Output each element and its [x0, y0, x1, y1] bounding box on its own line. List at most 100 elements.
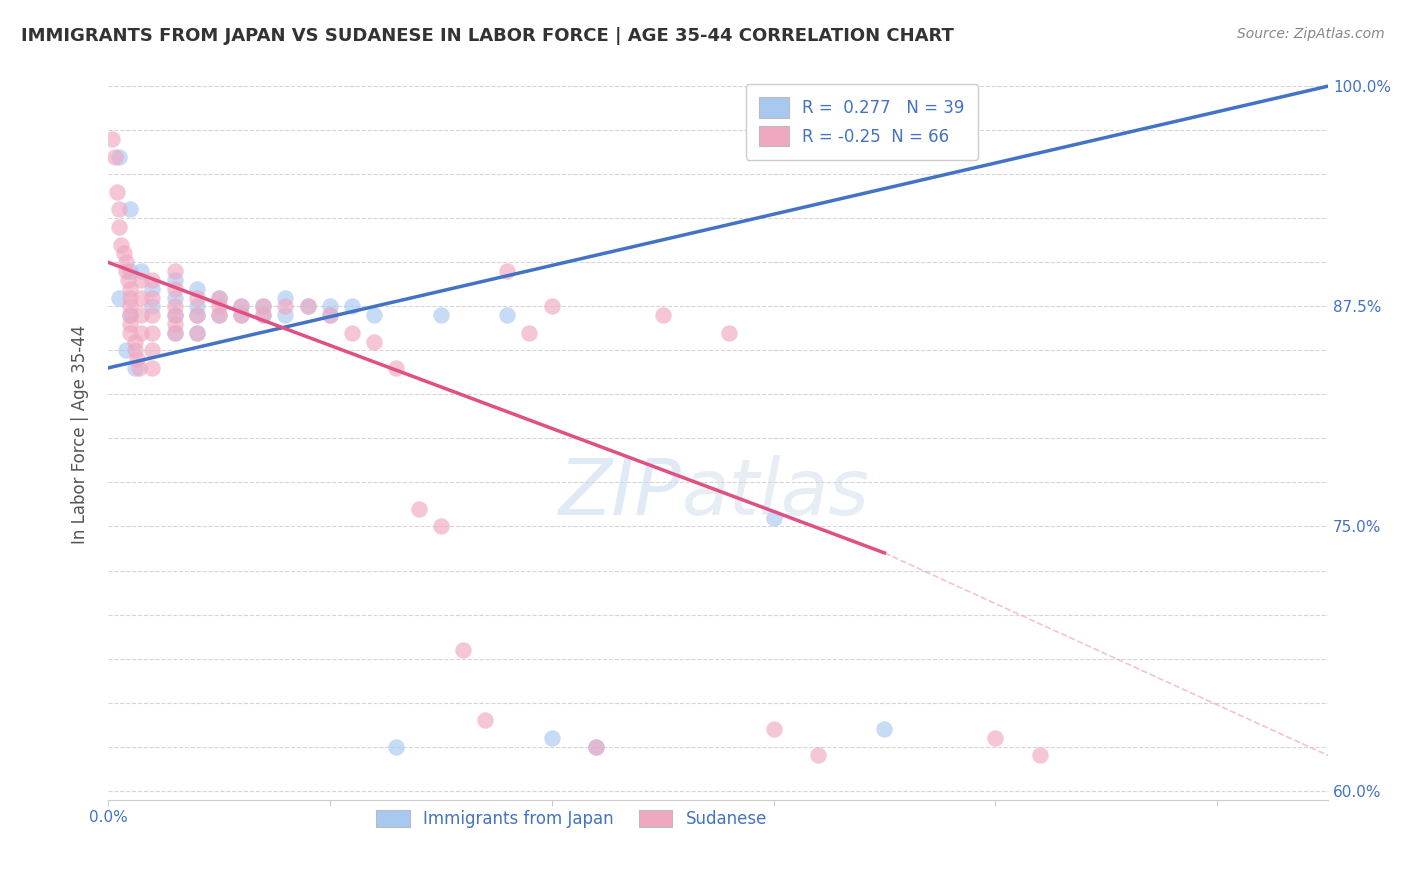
Point	[274, 299, 297, 313]
Point	[141, 291, 163, 305]
Point	[120, 308, 142, 322]
Point	[141, 361, 163, 376]
Point	[429, 308, 451, 322]
Point	[120, 291, 142, 305]
Point	[208, 299, 231, 313]
Point	[519, 326, 541, 340]
Point	[718, 326, 741, 340]
Y-axis label: In Labor Force | Age 35-44: In Labor Force | Age 35-44	[72, 325, 89, 543]
Point	[319, 308, 342, 322]
Point	[120, 282, 142, 296]
Point	[229, 299, 252, 313]
Point	[120, 264, 142, 278]
Point	[274, 308, 297, 322]
Point	[108, 150, 131, 164]
Point	[297, 299, 319, 313]
Point	[101, 132, 124, 146]
Point	[297, 299, 319, 313]
Point	[124, 343, 146, 358]
Point	[229, 308, 252, 322]
Point	[496, 264, 519, 278]
Point	[1029, 748, 1052, 763]
Point	[540, 731, 562, 745]
Point	[128, 361, 150, 376]
Point	[114, 255, 136, 269]
Point	[163, 317, 186, 331]
Point	[540, 299, 562, 313]
Point	[208, 308, 231, 322]
Point	[104, 150, 127, 164]
Point	[141, 343, 163, 358]
Point	[274, 291, 297, 305]
Point	[186, 282, 208, 296]
Point	[114, 343, 136, 358]
Text: Source: ZipAtlas.com: Source: ZipAtlas.com	[1237, 27, 1385, 41]
Point	[120, 202, 142, 217]
Point	[163, 326, 186, 340]
Text: atlas: atlas	[682, 455, 869, 531]
Point	[319, 299, 342, 313]
Point	[340, 299, 363, 313]
Point	[474, 713, 496, 727]
Point	[496, 308, 519, 322]
Point	[108, 291, 131, 305]
Point	[141, 299, 163, 313]
Point	[163, 282, 186, 296]
Point	[651, 308, 673, 322]
Point	[252, 308, 274, 322]
Point	[163, 326, 186, 340]
Point	[252, 308, 274, 322]
Point	[1161, 880, 1184, 892]
Point	[141, 326, 163, 340]
Point	[585, 739, 607, 754]
Point	[163, 264, 186, 278]
Point	[807, 748, 830, 763]
Point	[229, 308, 252, 322]
Point	[186, 308, 208, 322]
Point	[252, 299, 274, 313]
Point	[186, 308, 208, 322]
Point	[385, 361, 408, 376]
Point	[105, 185, 128, 199]
Point	[208, 291, 231, 305]
Point	[229, 299, 252, 313]
Point	[141, 273, 163, 287]
Point	[163, 273, 186, 287]
Point	[163, 291, 186, 305]
Point	[451, 642, 474, 657]
Point	[873, 722, 896, 736]
Point	[186, 299, 208, 313]
Point	[186, 326, 208, 340]
Point	[112, 246, 135, 260]
Point	[186, 326, 208, 340]
Point	[408, 501, 430, 516]
Point	[163, 308, 186, 322]
Legend: Immigrants from Japan, Sudanese: Immigrants from Japan, Sudanese	[370, 804, 773, 835]
Point	[129, 326, 152, 340]
Point	[252, 299, 274, 313]
Point	[120, 317, 142, 331]
Point	[114, 264, 136, 278]
Point	[141, 308, 163, 322]
Point	[124, 334, 146, 349]
Point	[762, 510, 785, 524]
Point	[117, 273, 139, 287]
Point	[429, 519, 451, 533]
Point	[129, 291, 152, 305]
Point	[984, 731, 1007, 745]
Point	[141, 282, 163, 296]
Point	[363, 308, 385, 322]
Point	[129, 264, 152, 278]
Point	[363, 334, 385, 349]
Point	[163, 308, 186, 322]
Text: IMMIGRANTS FROM JAPAN VS SUDANESE IN LABOR FORCE | AGE 35-44 CORRELATION CHART: IMMIGRANTS FROM JAPAN VS SUDANESE IN LAB…	[21, 27, 953, 45]
Point	[124, 361, 146, 376]
Point	[129, 308, 152, 322]
Point	[762, 722, 785, 736]
Point	[129, 273, 152, 287]
Point	[108, 202, 131, 217]
Point	[110, 237, 132, 252]
Point	[108, 220, 131, 235]
Point	[125, 352, 148, 367]
Point	[163, 299, 186, 313]
